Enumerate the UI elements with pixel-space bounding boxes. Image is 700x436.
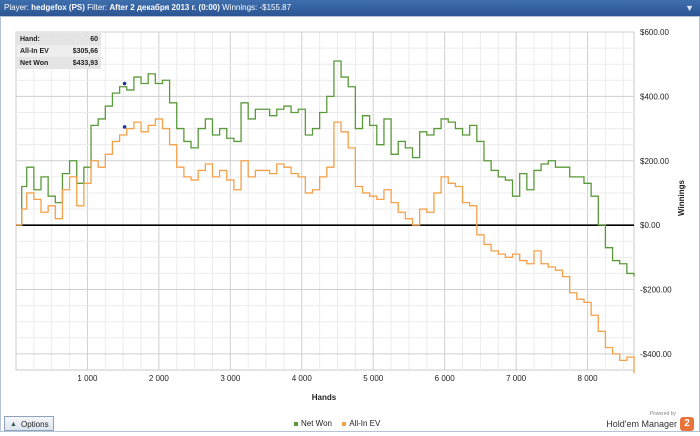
tick-labels: 1 000 2 000 3 000 4 000 5 000 6 000 7 000 8 000…: [77, 28, 672, 383]
info-value: $433,93: [72, 59, 98, 67]
filter-label: Filter:: [87, 3, 108, 12]
series-layer: [16, 60, 635, 374]
options-label: Options: [21, 420, 49, 429]
x-tick-label: 2 000: [149, 374, 170, 383]
x-tick-label: 7 000: [506, 374, 527, 383]
legend-swatch-net-won: [294, 421, 298, 426]
legend-item-net-won[interactable]: Net Won: [294, 419, 334, 428]
legend-label: Net Won: [301, 419, 332, 428]
brand: Powered by Hold'em Manager 2: [606, 411, 694, 431]
hm2-logo-icon: 2: [680, 417, 694, 431]
info-label: All-In EV: [20, 47, 49, 55]
series-allin-ev: [16, 118, 635, 374]
y-tick-label: $200.00: [640, 157, 669, 166]
player-label: Player:: [4, 3, 29, 12]
powered-by-text: Powered by: [649, 411, 676, 417]
y-tick-label: $0.00: [640, 221, 661, 230]
hover-marker-allin-ev: [122, 125, 127, 129]
y-tick-label: $400.00: [640, 92, 669, 101]
info-label: Net Won: [20, 59, 49, 67]
winnings-label: Winnings:: [222, 3, 258, 12]
legend: Net Won All-In EV: [294, 419, 388, 428]
x-tick-label: 5 000: [363, 374, 384, 383]
y-axis-title: Winnings: [677, 179, 686, 215]
x-tick-label: 3 000: [220, 374, 241, 383]
plot-border: [15, 31, 635, 371]
title-bar: Player: hedgefox (PS) Filter: After 2 де…: [0, 0, 700, 16]
info-value: 60: [90, 35, 98, 43]
x-tick-label: 4 000: [292, 374, 313, 383]
legend-label: All-In EV: [349, 419, 381, 428]
grid: [15, 31, 635, 371]
y-tick-label: -$400.00: [640, 350, 672, 359]
hover-marker-net-won: [122, 81, 127, 86]
player-name: hedgefox (PS): [31, 3, 85, 12]
chart-frame: [0, 16, 700, 432]
info-row-allin-ev: All-In EV $305,66: [17, 45, 101, 57]
info-value: $305,66: [72, 47, 98, 55]
hand-info-table: Hand: 60 All-In EV $305,66 Net Won $433,…: [17, 33, 101, 69]
winnings-value: -$155.87: [259, 3, 292, 12]
legend-swatch-allin-ev: [342, 421, 347, 426]
x-axis-title: Hands: [312, 393, 337, 402]
filter-value: After 2 декабря 2013 г. (0:00): [109, 3, 220, 12]
options-button[interactable]: ▲ Options: [4, 416, 54, 431]
info-row-net-won: Net Won $433,93: [17, 57, 101, 69]
arrow-up-icon: ▲: [10, 421, 17, 428]
menu-icon[interactable]: ▼: [685, 3, 694, 13]
x-tick-label: 8 000: [578, 374, 599, 383]
series-net-won: [16, 60, 635, 277]
legend-item-allin-ev[interactable]: All-In EV: [342, 419, 380, 428]
y-tick-label: $600.00: [640, 28, 669, 37]
x-tick-label: 6 000: [435, 374, 456, 383]
brand-name: Hold'em Manager: [606, 419, 677, 429]
info-row-hand: Hand: 60: [17, 33, 101, 45]
x-tick-label: 1 000: [77, 374, 98, 383]
info-label: Hand:: [20, 35, 40, 43]
y-tick-label: -$200.00: [640, 286, 672, 295]
